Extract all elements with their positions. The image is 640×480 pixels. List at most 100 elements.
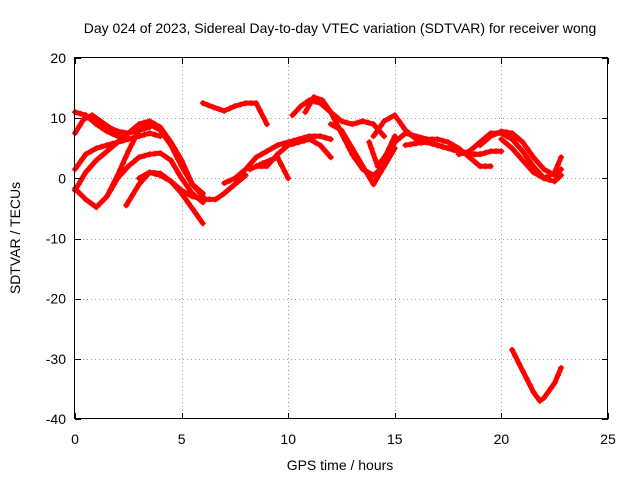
series-track-11 — [253, 136, 334, 170]
data-point — [391, 139, 398, 146]
data-point — [194, 187, 201, 194]
data-point — [366, 139, 373, 146]
data-point — [327, 109, 334, 116]
data-point — [354, 119, 361, 126]
data-point — [132, 186, 139, 193]
data-point — [352, 151, 359, 158]
data-point — [258, 151, 265, 158]
data-point — [205, 102, 212, 109]
data-point — [162, 175, 169, 182]
data-point — [455, 151, 462, 158]
data-point — [146, 118, 153, 125]
data-point — [199, 100, 206, 107]
data-point — [461, 149, 468, 156]
data-point — [210, 104, 217, 111]
data-point — [82, 151, 89, 158]
data-point — [546, 172, 553, 179]
data-point — [345, 139, 352, 146]
data-point — [413, 133, 420, 140]
data-point — [87, 200, 94, 207]
data-point — [331, 116, 338, 123]
data-point — [293, 107, 300, 114]
data-point — [349, 145, 356, 152]
data-point — [269, 145, 276, 152]
data-point — [368, 145, 375, 152]
data-point — [129, 191, 136, 198]
x-tick-label: 0 — [71, 431, 79, 447]
data-point — [374, 175, 381, 182]
y-tick-label: -20 — [46, 291, 66, 307]
data-point — [558, 172, 565, 179]
data-point — [418, 134, 425, 141]
data-point — [231, 181, 238, 188]
data-point — [162, 153, 169, 160]
data-point — [319, 97, 326, 104]
data-point — [548, 384, 555, 391]
data-point — [79, 156, 86, 163]
data-point — [253, 163, 260, 170]
data-point — [402, 142, 409, 149]
data-point — [231, 103, 238, 110]
data-point — [226, 185, 233, 192]
data-point — [119, 160, 126, 167]
data-point — [76, 123, 83, 130]
data-point — [119, 169, 126, 176]
data-point — [171, 163, 178, 170]
data-point — [167, 157, 174, 164]
data-point — [77, 190, 84, 197]
data-point — [519, 367, 526, 374]
data-point — [226, 105, 233, 112]
data-point — [114, 175, 121, 182]
data-point — [189, 181, 196, 188]
data-point — [289, 112, 296, 119]
data-point — [327, 154, 334, 161]
data-point — [119, 129, 126, 136]
data-point — [535, 172, 542, 179]
data-point — [87, 148, 94, 155]
data-point — [141, 131, 148, 138]
y-tick-label: 20 — [50, 50, 66, 66]
series-line — [456, 130, 564, 184]
data-point — [379, 157, 386, 164]
data-point — [439, 143, 446, 150]
data-point — [381, 133, 388, 140]
data-point — [167, 139, 174, 146]
data-point — [290, 140, 297, 147]
data-point — [97, 118, 104, 125]
data-point — [544, 389, 551, 396]
data-point — [192, 210, 199, 217]
data-point — [279, 140, 286, 147]
data-point — [418, 139, 425, 146]
data-point — [98, 143, 105, 150]
data-point — [509, 145, 516, 152]
data-point — [135, 181, 142, 188]
data-point — [365, 119, 372, 126]
data-point — [178, 157, 185, 164]
data-point — [381, 163, 388, 170]
data-point — [215, 106, 222, 113]
data-point — [530, 169, 537, 176]
data-point — [519, 148, 526, 155]
data-point — [141, 125, 148, 132]
data-point — [237, 176, 244, 183]
data-point — [558, 166, 565, 173]
data-point — [514, 134, 521, 141]
data-point — [482, 149, 489, 156]
series-track-23 — [509, 346, 565, 404]
data-point — [554, 372, 561, 379]
y-axis-label: SDTVAR / TECUs — [7, 182, 23, 294]
data-point — [119, 134, 126, 141]
data-point — [359, 163, 366, 170]
data-point — [212, 196, 219, 203]
data-point — [146, 169, 153, 176]
data-point — [237, 170, 244, 177]
series-track-10 — [221, 133, 334, 187]
data-point — [493, 130, 500, 137]
data-point — [260, 114, 267, 121]
axis-ticks: 0 5 10 15 20 25 -40 -30 -20 -10 0 10 20 — [46, 50, 616, 447]
data-point — [370, 133, 377, 140]
data-point — [558, 364, 565, 371]
data-point — [519, 139, 526, 146]
data-point — [535, 160, 542, 167]
